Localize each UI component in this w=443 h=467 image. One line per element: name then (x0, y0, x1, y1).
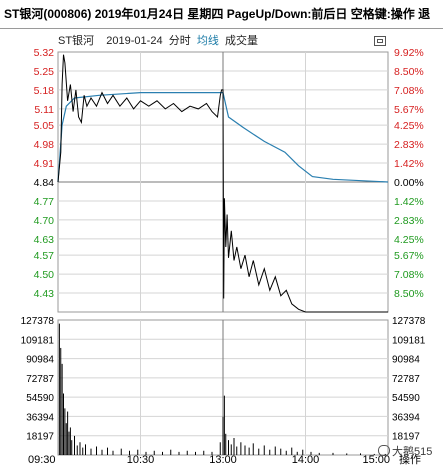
time-tick-label: 14:00 (292, 454, 320, 466)
volume-tick-label-right: 18197 (392, 432, 420, 443)
percent-tick-label: 9.92% (394, 47, 424, 59)
volume-axis-left: 127378 109181 90984 72787 54590 36394 18197 (21, 316, 55, 443)
time-tick-label: 13:00 (209, 454, 237, 466)
percent-tick-label: 8.50% (394, 66, 424, 78)
price-tick-label: 4.84 (34, 177, 55, 189)
volume-tick-label: 54590 (26, 393, 54, 404)
window-title: ST银河(000806) 2019年01月24日 星期四 PageUp/Down… (4, 7, 431, 21)
percent-tick-label: 0.00% (394, 177, 424, 189)
price-line (57, 54, 388, 313)
price-tick-label: 5.25 (34, 66, 55, 78)
price-tick-label: 4.98 (34, 139, 55, 151)
percent-tick-label: 5.67% (394, 104, 424, 116)
percent-tick-label: 2.83% (394, 139, 424, 151)
avg-price-line (57, 91, 389, 183)
percent-tick-label: 4.25% (394, 234, 424, 246)
percent-tick-label: 8.50% (394, 288, 424, 300)
price-tick-label: 4.70 (34, 215, 55, 227)
percent-tick-label: 2.83% (394, 215, 424, 227)
maximize-icon[interactable] (374, 36, 386, 46)
chart-mode: 分时 (168, 35, 191, 47)
percent-tick-label: 5.67% (394, 250, 424, 262)
volume-axis-right: 127378 109181 90984 72787 54590 36394 18197 (392, 316, 426, 443)
price-tick-label: 5.18 (34, 85, 55, 97)
time-tick-label: 09:30 (28, 454, 56, 466)
price-tick-label: 4.77 (34, 196, 55, 208)
volume-tick-label-right: 72787 (392, 374, 420, 385)
time-axis: 09:30 10:30 13:00 14:00 15:00 (28, 454, 390, 466)
watermark: 大鹅515 (378, 443, 432, 459)
chart-date: 2019-01-24 (106, 35, 163, 47)
volume-tick-label-right: 127378 (392, 316, 426, 327)
time-tick-label: 15:00 (362, 454, 390, 466)
window-title-bar: ST银河(000806) 2019年01月24日 星期四 PageUp/Down… (0, 0, 443, 29)
volume-tick-label: 127378 (21, 316, 55, 327)
volume-tick-label: 36394 (26, 412, 54, 423)
price-tick-label: 4.91 (34, 158, 55, 170)
price-tick-label: 4.43 (34, 288, 55, 300)
price-line-layer (57, 54, 388, 313)
volume-tick-label-right: 54590 (392, 393, 420, 404)
percent-tick-label: 4.25% (394, 120, 424, 132)
wechat-icon (378, 445, 390, 456)
action-label[interactable]: 操作 (399, 452, 421, 466)
avg-line-legend: 均线 (196, 35, 219, 47)
percent-tick-label: 7.08% (394, 269, 424, 281)
percent-axis: 9.92% 8.50% 7.08% 5.67% 4.25% 2.83% 1.42% 0.00%… (394, 47, 424, 300)
percent-tick-label: 1.42% (394, 158, 424, 170)
price-tick-label: 5.05 (34, 120, 55, 132)
time-tick-label: 10:30 (127, 454, 155, 466)
price-tick-label: 4.50 (34, 269, 55, 281)
price-tick-label: 5.32 (34, 47, 55, 59)
volume-tick-label: 90984 (26, 355, 54, 366)
price-tick-label: 4.57 (34, 250, 55, 262)
volume-bars (58, 323, 386, 455)
chart-header: ST银河 2019-01-24 分时 均线 成交量 (58, 32, 258, 50)
volume-tick-label-right: 90984 (392, 355, 420, 366)
price-axis: 5.32 5.25 5.18 5.11 5.05 4.98 4.91 4.84 4.77 4.70… (34, 47, 55, 300)
percent-tick-label: 7.08% (394, 85, 424, 97)
watermark-text: 大鹅515 (392, 446, 433, 458)
volume-tick-label: 109181 (21, 335, 55, 346)
volume-tick-label: 72787 (26, 374, 54, 385)
stock-name: ST银河 (58, 35, 95, 47)
avg-line-layer (57, 91, 389, 183)
volume-tick-label: 18197 (26, 432, 54, 443)
volume-tick-label-right: 109181 (392, 335, 426, 346)
volume-legend: 成交量 (224, 35, 258, 47)
price-tick-label: 5.11 (34, 104, 54, 116)
volume-tick-label-right: 36394 (392, 412, 420, 423)
price-tick-label: 4.63 (34, 234, 55, 246)
percent-tick-label: 1.42% (394, 196, 424, 208)
